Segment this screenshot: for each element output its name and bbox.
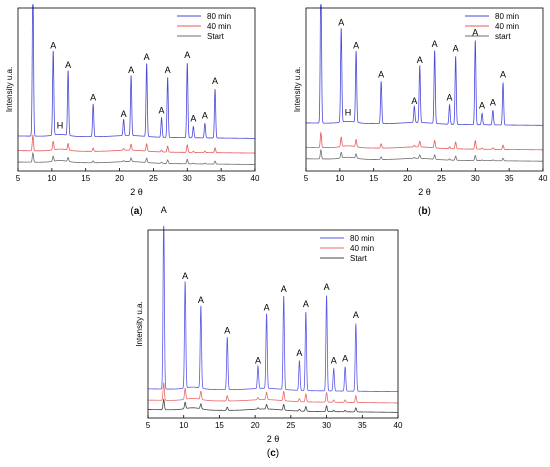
x-tick-label: 40 <box>394 421 403 430</box>
peak-label: A <box>165 65 171 75</box>
x-tick-label: 40 <box>251 174 260 183</box>
x-tick-label: 10 <box>335 174 344 183</box>
legend-entry: 80 min <box>350 234 374 243</box>
peak-label: A <box>190 114 196 124</box>
peak-label: A <box>184 50 190 60</box>
legend-entry: 80 min <box>495 12 519 21</box>
x-tick-label: 35 <box>217 174 226 183</box>
series-line-40-min <box>305 131 543 151</box>
peak-label: A <box>500 70 506 80</box>
peak-label: A <box>50 40 56 50</box>
x-tick-label: 10 <box>179 421 188 430</box>
panel-label: (a) <box>130 206 142 217</box>
plot-frame <box>147 229 399 419</box>
x-tick-label: 15 <box>81 174 90 183</box>
x-tick-label: 5 <box>304 174 309 183</box>
peak-label: A <box>303 299 309 309</box>
x-tick-label: 25 <box>437 174 446 183</box>
x-tick-label: 25 <box>286 421 295 430</box>
hump-label: H <box>345 108 352 118</box>
peak-label: A <box>90 93 96 103</box>
plot-frame <box>305 7 544 172</box>
peak-label: A <box>128 65 134 75</box>
peak-label: A <box>161 205 167 215</box>
y-axis-label: Intensity u.a. <box>135 301 144 346</box>
series-line-start <box>17 152 255 165</box>
peak-label: A <box>378 70 384 80</box>
peak-label: A <box>144 52 150 62</box>
x-tick-label: 30 <box>322 421 331 430</box>
x-tick-label: 20 <box>115 174 124 183</box>
peak-label: A <box>472 27 478 37</box>
x-tick-label: 30 <box>471 174 480 183</box>
peak-label: A <box>432 39 438 49</box>
legend-entry: 40 min <box>350 244 374 253</box>
chart-panel-2: AAAAAAAAAAAAAH5101520253035402 θIntensit… <box>293 4 548 217</box>
x-tick-label: 10 <box>47 174 56 183</box>
peak-label: A <box>182 271 188 281</box>
legend-entry: Start <box>207 32 225 41</box>
x-tick-label: 35 <box>505 174 514 183</box>
legend-entry: 40 min <box>207 22 231 31</box>
peak-label: A <box>417 55 423 65</box>
x-tick-label: 35 <box>358 421 367 430</box>
plot-frame <box>17 7 256 172</box>
peak-label: A <box>224 325 230 335</box>
peak-label: A <box>121 109 127 119</box>
panel-label: (c) <box>267 448 279 459</box>
series-line-80-min <box>305 4 543 126</box>
peak-label: A <box>159 106 165 116</box>
chart-panel-1: AAAAAAAAAAAAAH5101520253035402 θIntensit… <box>5 4 260 217</box>
peak-label: A <box>198 295 204 305</box>
series-line-start <box>305 149 543 162</box>
peak-label: A <box>453 44 459 54</box>
series-line-start <box>148 398 398 413</box>
peak-label: A <box>353 40 359 50</box>
legend-entry: 80 min <box>207 12 231 21</box>
peak-label: A <box>331 355 337 365</box>
peak-label: A <box>353 310 359 320</box>
x-tick-label: 30 <box>183 174 192 183</box>
peak-label: A <box>411 96 417 106</box>
peak-label: A <box>65 60 71 70</box>
peak-label: A <box>212 76 218 86</box>
y-axis-label: Intensity u.a. <box>5 67 14 112</box>
x-tick-label: 25 <box>149 174 158 183</box>
x-axis-label: 2 θ <box>418 187 431 197</box>
x-tick-label: 5 <box>146 421 151 430</box>
x-tick-label: 15 <box>369 174 378 183</box>
x-tick-label: 20 <box>251 421 260 430</box>
series-line-40-min <box>17 134 255 154</box>
peak-label: A <box>342 353 348 363</box>
peak-label: A <box>202 110 208 120</box>
peak-label: A <box>479 101 485 111</box>
x-tick-label: 5 <box>16 174 21 183</box>
x-tick-label: 20 <box>403 174 412 183</box>
x-tick-label: 40 <box>539 174 548 183</box>
peak-label: A <box>296 348 302 358</box>
x-tick-label: 15 <box>215 421 224 430</box>
peak-label: A <box>447 93 453 103</box>
peak-label: A <box>264 303 270 313</box>
peak-label: A <box>255 355 261 365</box>
legend-entry: Start <box>350 254 368 263</box>
series-line-80-min <box>148 225 398 393</box>
series-line-40-min <box>148 382 398 404</box>
series-line-80-min <box>17 4 255 139</box>
x-axis-label: 2 θ <box>130 187 143 197</box>
y-axis-label: Intensity u.a. <box>293 67 302 112</box>
x-axis-label: 2 θ <box>267 434 280 444</box>
peak-label: A <box>490 97 496 107</box>
panel-label: (b) <box>418 206 431 217</box>
hump-label: H <box>57 121 64 131</box>
peak-label: A <box>281 284 287 294</box>
legend-entry: start <box>495 32 511 41</box>
legend-entry: 40 min <box>495 22 519 31</box>
peak-label: A <box>324 282 330 292</box>
peak-label: A <box>338 18 344 28</box>
